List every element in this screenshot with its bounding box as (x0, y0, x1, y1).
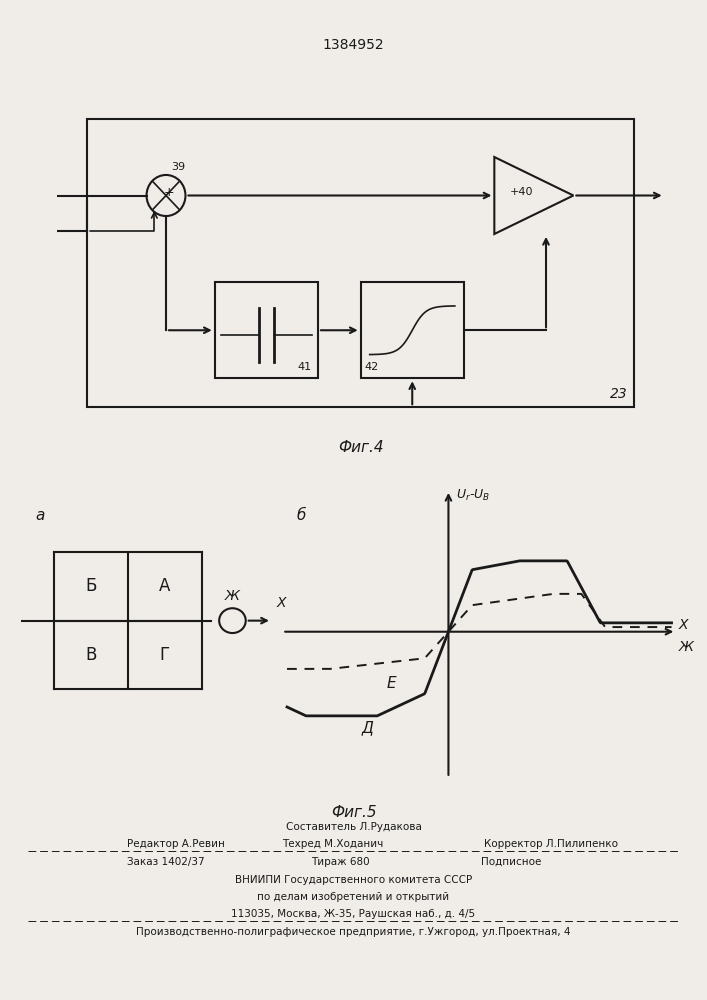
Text: В: В (86, 646, 97, 664)
Text: X: X (276, 596, 286, 610)
Bar (87, 118, 634, 407)
Text: Подписное: Подписное (481, 857, 541, 867)
Text: Техред М.Ходанич: Техред М.Ходанич (281, 839, 383, 849)
Text: Производственно-полиграфическое предприятие, г.Ужгород, ул.Проектная, 4: Производственно-полиграфическое предприя… (136, 927, 571, 937)
Bar (215, 282, 318, 378)
Polygon shape (494, 157, 573, 234)
Text: Корректор Л.Пилипенко: Корректор Л.Пилипенко (484, 839, 619, 849)
Bar (361, 282, 464, 378)
Text: ВНИИПИ Государственного комитета СССР: ВНИИПИ Государственного комитета СССР (235, 875, 472, 885)
Text: а: а (35, 508, 45, 523)
Text: Ж: Ж (679, 640, 694, 654)
Text: Тираж 680: Тираж 680 (311, 857, 370, 867)
Text: 113035, Москва, Ж-35, Раушская наб., д. 4/5: 113035, Москва, Ж-35, Раушская наб., д. … (231, 909, 476, 919)
Text: Ж: Ж (225, 589, 240, 603)
Text: Б: Б (86, 577, 97, 595)
Text: Заказ 1402/37: Заказ 1402/37 (127, 857, 205, 867)
Text: 41: 41 (298, 362, 312, 372)
Text: 23: 23 (610, 387, 628, 401)
Text: +: + (164, 186, 175, 199)
Text: А: А (159, 577, 170, 595)
Circle shape (146, 175, 185, 216)
Text: X: X (679, 618, 688, 632)
Text: Фиг.4: Фиг.4 (338, 440, 383, 455)
Text: Г: Г (160, 646, 170, 664)
Text: 1384952: 1384952 (322, 38, 385, 52)
Text: Редактор А.Ревин: Редактор А.Ревин (127, 839, 225, 849)
Text: +40: +40 (510, 187, 534, 197)
Text: по делам изобретений и открытий: по делам изобретений и открытий (257, 892, 450, 902)
Text: Е: Е (387, 676, 397, 691)
Text: Д: Д (362, 720, 374, 735)
Text: $U_r$-$U_B$: $U_r$-$U_B$ (455, 488, 490, 503)
Circle shape (219, 608, 246, 633)
Text: б: б (296, 508, 306, 523)
Text: 39: 39 (171, 162, 185, 172)
Text: Составитель Л.Рудакова: Составитель Л.Рудакова (286, 822, 421, 832)
Text: Фиг.5: Фиг.5 (331, 805, 376, 820)
Text: 42: 42 (365, 362, 379, 372)
